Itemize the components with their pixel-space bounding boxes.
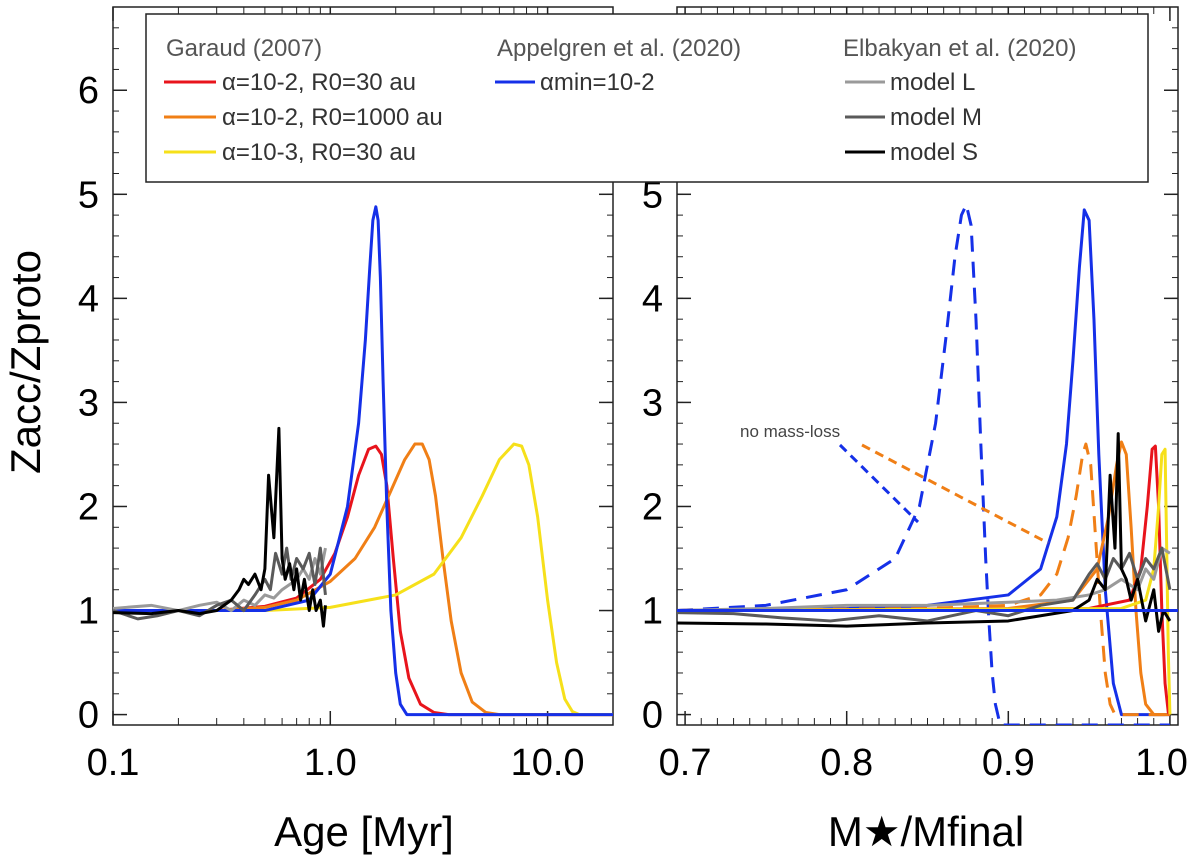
y-tick-label: 3 [642,382,663,424]
legend-box [145,13,1149,183]
series-line [113,547,327,613]
series-line [677,546,1171,613]
legend-label: α=10-3, R0=30 au [222,139,416,166]
y-tick-label: 5 [78,174,99,216]
no-mass-loss-annotation: no mass-loss [740,422,840,441]
series-line [113,444,613,717]
x-tick-label: 1.0 [1135,742,1188,784]
series-line [113,426,327,628]
legend: Garaud (2007) Appelgren et al. (2020) El… [145,13,1149,183]
x-tick-label: 0.9 [982,742,1035,784]
legend-label: α=10-2, R0=1000 au [222,104,443,131]
annotation-leader-blue [838,443,920,524]
y-tick-label: 1 [642,591,663,633]
x-tick-label: 1.0 [304,742,357,784]
y-tick-label: 6 [78,70,99,112]
series-line [677,432,1172,633]
series-line [113,442,613,717]
legend-label: αmin=10-2 [540,69,655,96]
x-tick-label: 10.0 [511,742,585,784]
series-group [113,205,613,717]
x-tick-label: 0.7 [659,742,712,784]
y-tick-label: 4 [642,278,663,320]
y-tick-label: 4 [78,278,99,320]
y-tick-label: 2 [642,486,663,528]
series-line [677,203,1170,725]
x-tick-label: 0.1 [87,742,140,784]
series-line [677,447,1172,715]
series-line [677,444,1172,716]
left-ylabel: Zacc/Zproto [2,250,49,474]
series-group [677,203,1178,725]
y-tick-label: 3 [78,382,99,424]
y-tick-label: 5 [642,174,663,216]
plot-frame [112,6,614,726]
annotation-leader-orange [861,443,1049,545]
series-line [677,440,1170,717]
series-line [677,208,1170,717]
right-xlabel: M★/Mfinal [828,808,1024,855]
legend-label: model L [890,69,975,96]
y-tick-label: 0 [642,695,663,737]
left-xlabel: Age [Myr] [274,808,454,855]
series-line [113,442,613,717]
x-tick-label: 0.8 [820,742,873,784]
legend-heading-garaud: Garaud (2007) [166,35,322,62]
y-tick-label: 2 [78,486,99,528]
legend-heading-elbakyan: Elbakyan et al. (2020) [843,35,1076,62]
y-tick-label: 1 [78,591,99,633]
legend-heading-appelgren: Appelgren et al. (2020) [497,35,741,62]
legend-label: model M [890,104,982,131]
series-line [677,546,1172,623]
legend-label: model S [890,139,978,166]
series-line [113,205,613,717]
y-tick-label: 0 [78,695,99,737]
legend-label: α=10-2, R0=30 au [222,69,416,96]
